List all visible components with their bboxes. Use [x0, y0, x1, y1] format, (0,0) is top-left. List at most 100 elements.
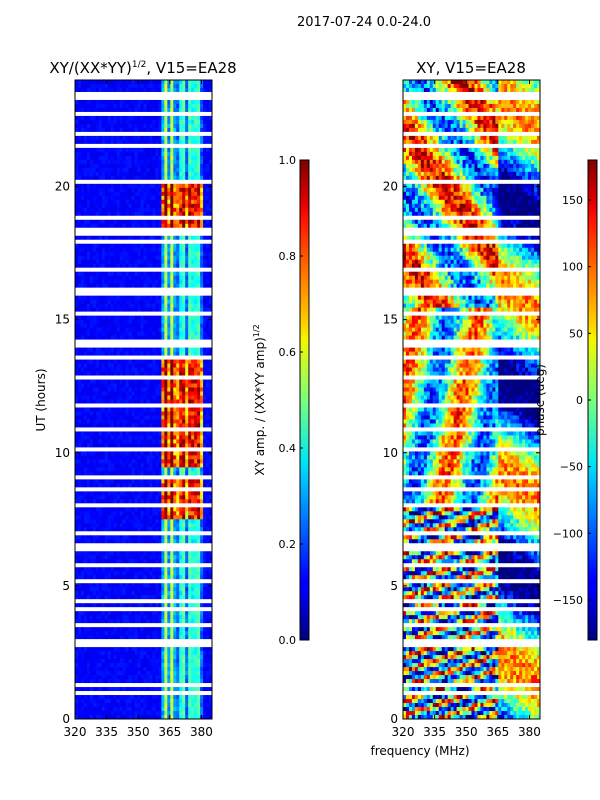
heatmap-cell	[119, 163, 124, 169]
heatmap-cell	[98, 135, 103, 141]
heatmap-cell	[113, 179, 118, 185]
heatmap-cell	[122, 227, 127, 233]
heatmap-cell	[203, 259, 207, 265]
heatmap-cell	[167, 127, 171, 133]
heatmap-cell	[116, 483, 121, 488]
heatmap-cell	[92, 231, 97, 237]
heatmap-cell	[125, 107, 130, 113]
heatmap-cell	[200, 339, 204, 344]
heatmap-cell	[146, 323, 150, 329]
heatmap-cell	[197, 127, 201, 133]
heatmap-cell	[125, 451, 130, 456]
heatmap-cell	[176, 139, 180, 145]
heatmap-cell	[113, 187, 118, 193]
heatmap-cell	[134, 80, 138, 85]
heatmap-cell	[83, 143, 88, 149]
heatmap-cell	[116, 87, 121, 93]
heatmap-cell	[185, 215, 189, 221]
heatmap-cell	[137, 259, 141, 265]
heatmap-cell	[95, 227, 100, 233]
heatmap-cell	[137, 363, 141, 368]
heatmap-cell	[113, 203, 118, 209]
heatmap-cell	[86, 507, 91, 512]
heatmap-cell	[95, 199, 100, 205]
heatmap-cell	[197, 231, 201, 237]
heatmap-cell	[164, 391, 168, 396]
heatmap-cell	[92, 239, 97, 245]
heatmap-cell	[98, 191, 103, 197]
heatmap-cell	[209, 411, 212, 416]
heatmap-cell	[206, 403, 210, 408]
heatmap-cell	[134, 375, 138, 380]
heatmap-cell	[209, 215, 212, 221]
heatmap-cell	[92, 359, 97, 364]
heatmap-cell	[77, 155, 82, 161]
heatmap-cell	[143, 451, 147, 456]
heatmap-cell	[185, 279, 189, 285]
heatmap-cell	[167, 503, 171, 508]
heatmap-cell	[173, 311, 177, 317]
heatmap-cell	[191, 159, 195, 165]
heatmap-cell	[149, 275, 153, 281]
heatmap-cell	[92, 247, 97, 253]
heatmap-cell	[161, 123, 165, 129]
heatmap-cell	[134, 139, 138, 145]
heatmap-cell	[128, 467, 132, 472]
heatmap-cell	[149, 103, 153, 109]
heatmap-cell	[125, 467, 130, 472]
heatmap-cell	[164, 271, 168, 277]
heatmap-cell	[110, 307, 115, 313]
heatmap-cell	[146, 167, 150, 173]
heatmap-cell	[155, 319, 159, 325]
heatmap-cell	[95, 275, 100, 281]
heatmap-cell	[89, 151, 94, 157]
heatmap-cell	[104, 239, 109, 245]
heatmap-cell	[134, 91, 138, 97]
heatmap-cell	[158, 103, 162, 109]
heatmap-cell	[80, 443, 85, 448]
heatmap-cell	[92, 439, 97, 444]
heatmap-cell	[206, 119, 210, 125]
heatmap-cell	[119, 343, 124, 348]
heatmap-cell	[95, 115, 100, 121]
heatmap-cell	[158, 111, 162, 117]
heatmap-cell	[77, 115, 82, 121]
heatmap-cell	[182, 159, 186, 165]
heatmap-cell	[170, 247, 174, 253]
heatmap-cell	[134, 431, 138, 436]
heatmap-cell	[170, 99, 174, 105]
heatmap-cell	[95, 503, 100, 508]
heatmap-cell	[134, 315, 138, 321]
heatmap-cell	[161, 439, 165, 444]
heatmap-cell	[86, 151, 91, 157]
heatmap-cell	[89, 415, 94, 420]
heatmap-cell	[176, 115, 180, 121]
heatmap-cell	[152, 399, 156, 404]
heatmap-cell	[92, 211, 97, 217]
heatmap-cell	[149, 503, 153, 508]
heatmap-cell	[173, 299, 177, 305]
heatmap-cell	[104, 467, 109, 472]
heatmap-cell	[188, 87, 192, 93]
heatmap-cell	[167, 483, 171, 488]
heatmap-cell	[179, 395, 183, 400]
heatmap-cell	[80, 311, 85, 317]
heatmap-cell	[149, 183, 153, 189]
heatmap-cell	[155, 315, 159, 321]
heatmap-cell	[182, 375, 186, 380]
heatmap-cell	[161, 427, 165, 432]
heatmap-cell	[131, 167, 135, 173]
heatmap-cell	[197, 187, 201, 193]
heatmap-cell	[191, 443, 195, 448]
heatmap-cell	[203, 399, 207, 404]
heatmap-cell	[173, 291, 177, 297]
heatmap-cell	[149, 147, 153, 153]
heatmap-cell	[161, 459, 165, 464]
heatmap-cell	[206, 271, 210, 277]
heatmap-cell	[200, 495, 204, 500]
heatmap-cell	[209, 403, 212, 408]
heatmap-cell	[95, 459, 100, 464]
heatmap-cell	[194, 239, 198, 245]
heatmap-cell	[143, 471, 147, 476]
heatmap-cell	[113, 139, 118, 145]
